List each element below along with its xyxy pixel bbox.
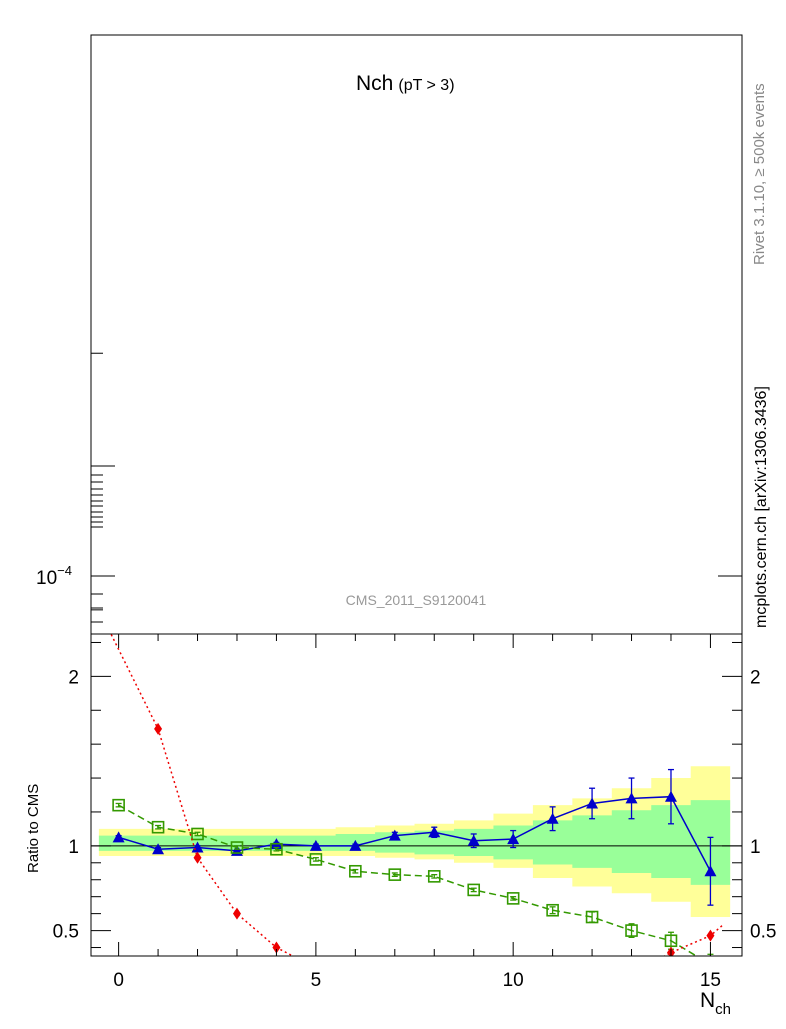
- y-tick-label-right: 2: [750, 667, 761, 688]
- uncertainty-bands: [98, 766, 731, 918]
- data-point-square: [191, 827, 204, 841]
- data-point-triangle: [152, 843, 165, 855]
- data-point-square: [467, 883, 481, 897]
- data-point-triangle: [664, 790, 677, 802]
- plot-subtitle: (pT > 3): [398, 77, 454, 94]
- x-tick-label: 5: [311, 970, 322, 991]
- data-point-diamond: [193, 851, 202, 864]
- plot-title: Nch (pT > 3): [356, 72, 455, 95]
- series-open-square: [112, 798, 716, 970]
- x-axis-title: Nch: [700, 989, 731, 1018]
- data-point-square: [506, 892, 520, 905]
- series-line-open-square: [118, 804, 698, 956]
- data-point-triangle: [586, 797, 599, 809]
- ratio-series: [110, 634, 723, 970]
- data-point-triangle: [546, 812, 559, 824]
- data-point-square: [349, 864, 362, 878]
- y-tick-label-right: 0.5: [750, 922, 776, 943]
- series-triangle: [112, 768, 717, 906]
- ratio-y-axis-title: Ratio to CMS: [25, 784, 42, 873]
- series-line-diamond: [110, 634, 723, 956]
- data-point-diamond: [232, 907, 241, 920]
- main-y-tick-exponent: −4: [57, 563, 72, 578]
- ratio-axis-labels: 0 5 10 15 0.5 0.5 1 1 2 2: [53, 667, 777, 991]
- mcplots-source-label: mcplots.cern.ch [arXiv:1306.3436]: [753, 386, 770, 628]
- data-point-diamond: [706, 929, 715, 942]
- data-point-triangle: [388, 829, 401, 841]
- x-tick-label: 10: [503, 970, 524, 991]
- y-tick-label: 2: [68, 667, 79, 688]
- data-point-triangle: [349, 839, 362, 851]
- data-point-square: [270, 842, 283, 856]
- data-point-triangle: [704, 865, 717, 877]
- ratio-panel-frame: [90, 633, 743, 957]
- data-point-square: [546, 903, 559, 917]
- main-panel-frame: [90, 34, 743, 635]
- data-point-square: [112, 798, 125, 812]
- data-point-square: [230, 841, 244, 854]
- data-point-triangle: [428, 826, 441, 838]
- data-point-square: [625, 924, 638, 937]
- inner-uncertainty-band: [98, 800, 731, 885]
- data-point-square: [664, 934, 678, 948]
- data-point-square: [309, 853, 323, 866]
- analysis-watermark: CMS_2011_S9120041: [346, 592, 487, 608]
- data-point-square: [705, 959, 716, 970]
- series-line-triangle: [118, 795, 712, 872]
- data-point-triangle: [467, 834, 480, 846]
- y-tick-label-right: 1: [750, 837, 761, 858]
- data-point-square: [427, 870, 441, 883]
- y-tick-label: 1: [68, 837, 79, 858]
- x-axis-title-subscript: ch: [715, 1001, 731, 1018]
- data-point-diamond: [272, 941, 281, 954]
- data-point-diamond: [154, 722, 163, 735]
- y-tick-label: 0.5: [53, 922, 79, 943]
- data-point-triangle: [112, 831, 125, 843]
- series-diamond: [110, 634, 723, 956]
- ratio-panel: 0 5 10 15 0.5 0.5 1 1 2 2: [53, 633, 777, 991]
- x-tick-label: 15: [700, 970, 721, 991]
- data-point-triangle: [507, 833, 520, 845]
- rivet-version-label: Rivet 3.1.10, ≥ 500k events: [751, 83, 768, 265]
- x-tick-label: 0: [113, 970, 124, 991]
- ratio-axis-ticks: [91, 634, 742, 956]
- data-point-triangle: [309, 839, 322, 851]
- main-panel-y-ticks: [91, 352, 742, 623]
- data-point-triangle: [625, 792, 638, 804]
- data-point-square: [388, 868, 402, 881]
- main-y-tick-label: 10−4: [36, 563, 72, 589]
- data-point-square: [585, 910, 599, 924]
- data-point-square: [151, 820, 165, 834]
